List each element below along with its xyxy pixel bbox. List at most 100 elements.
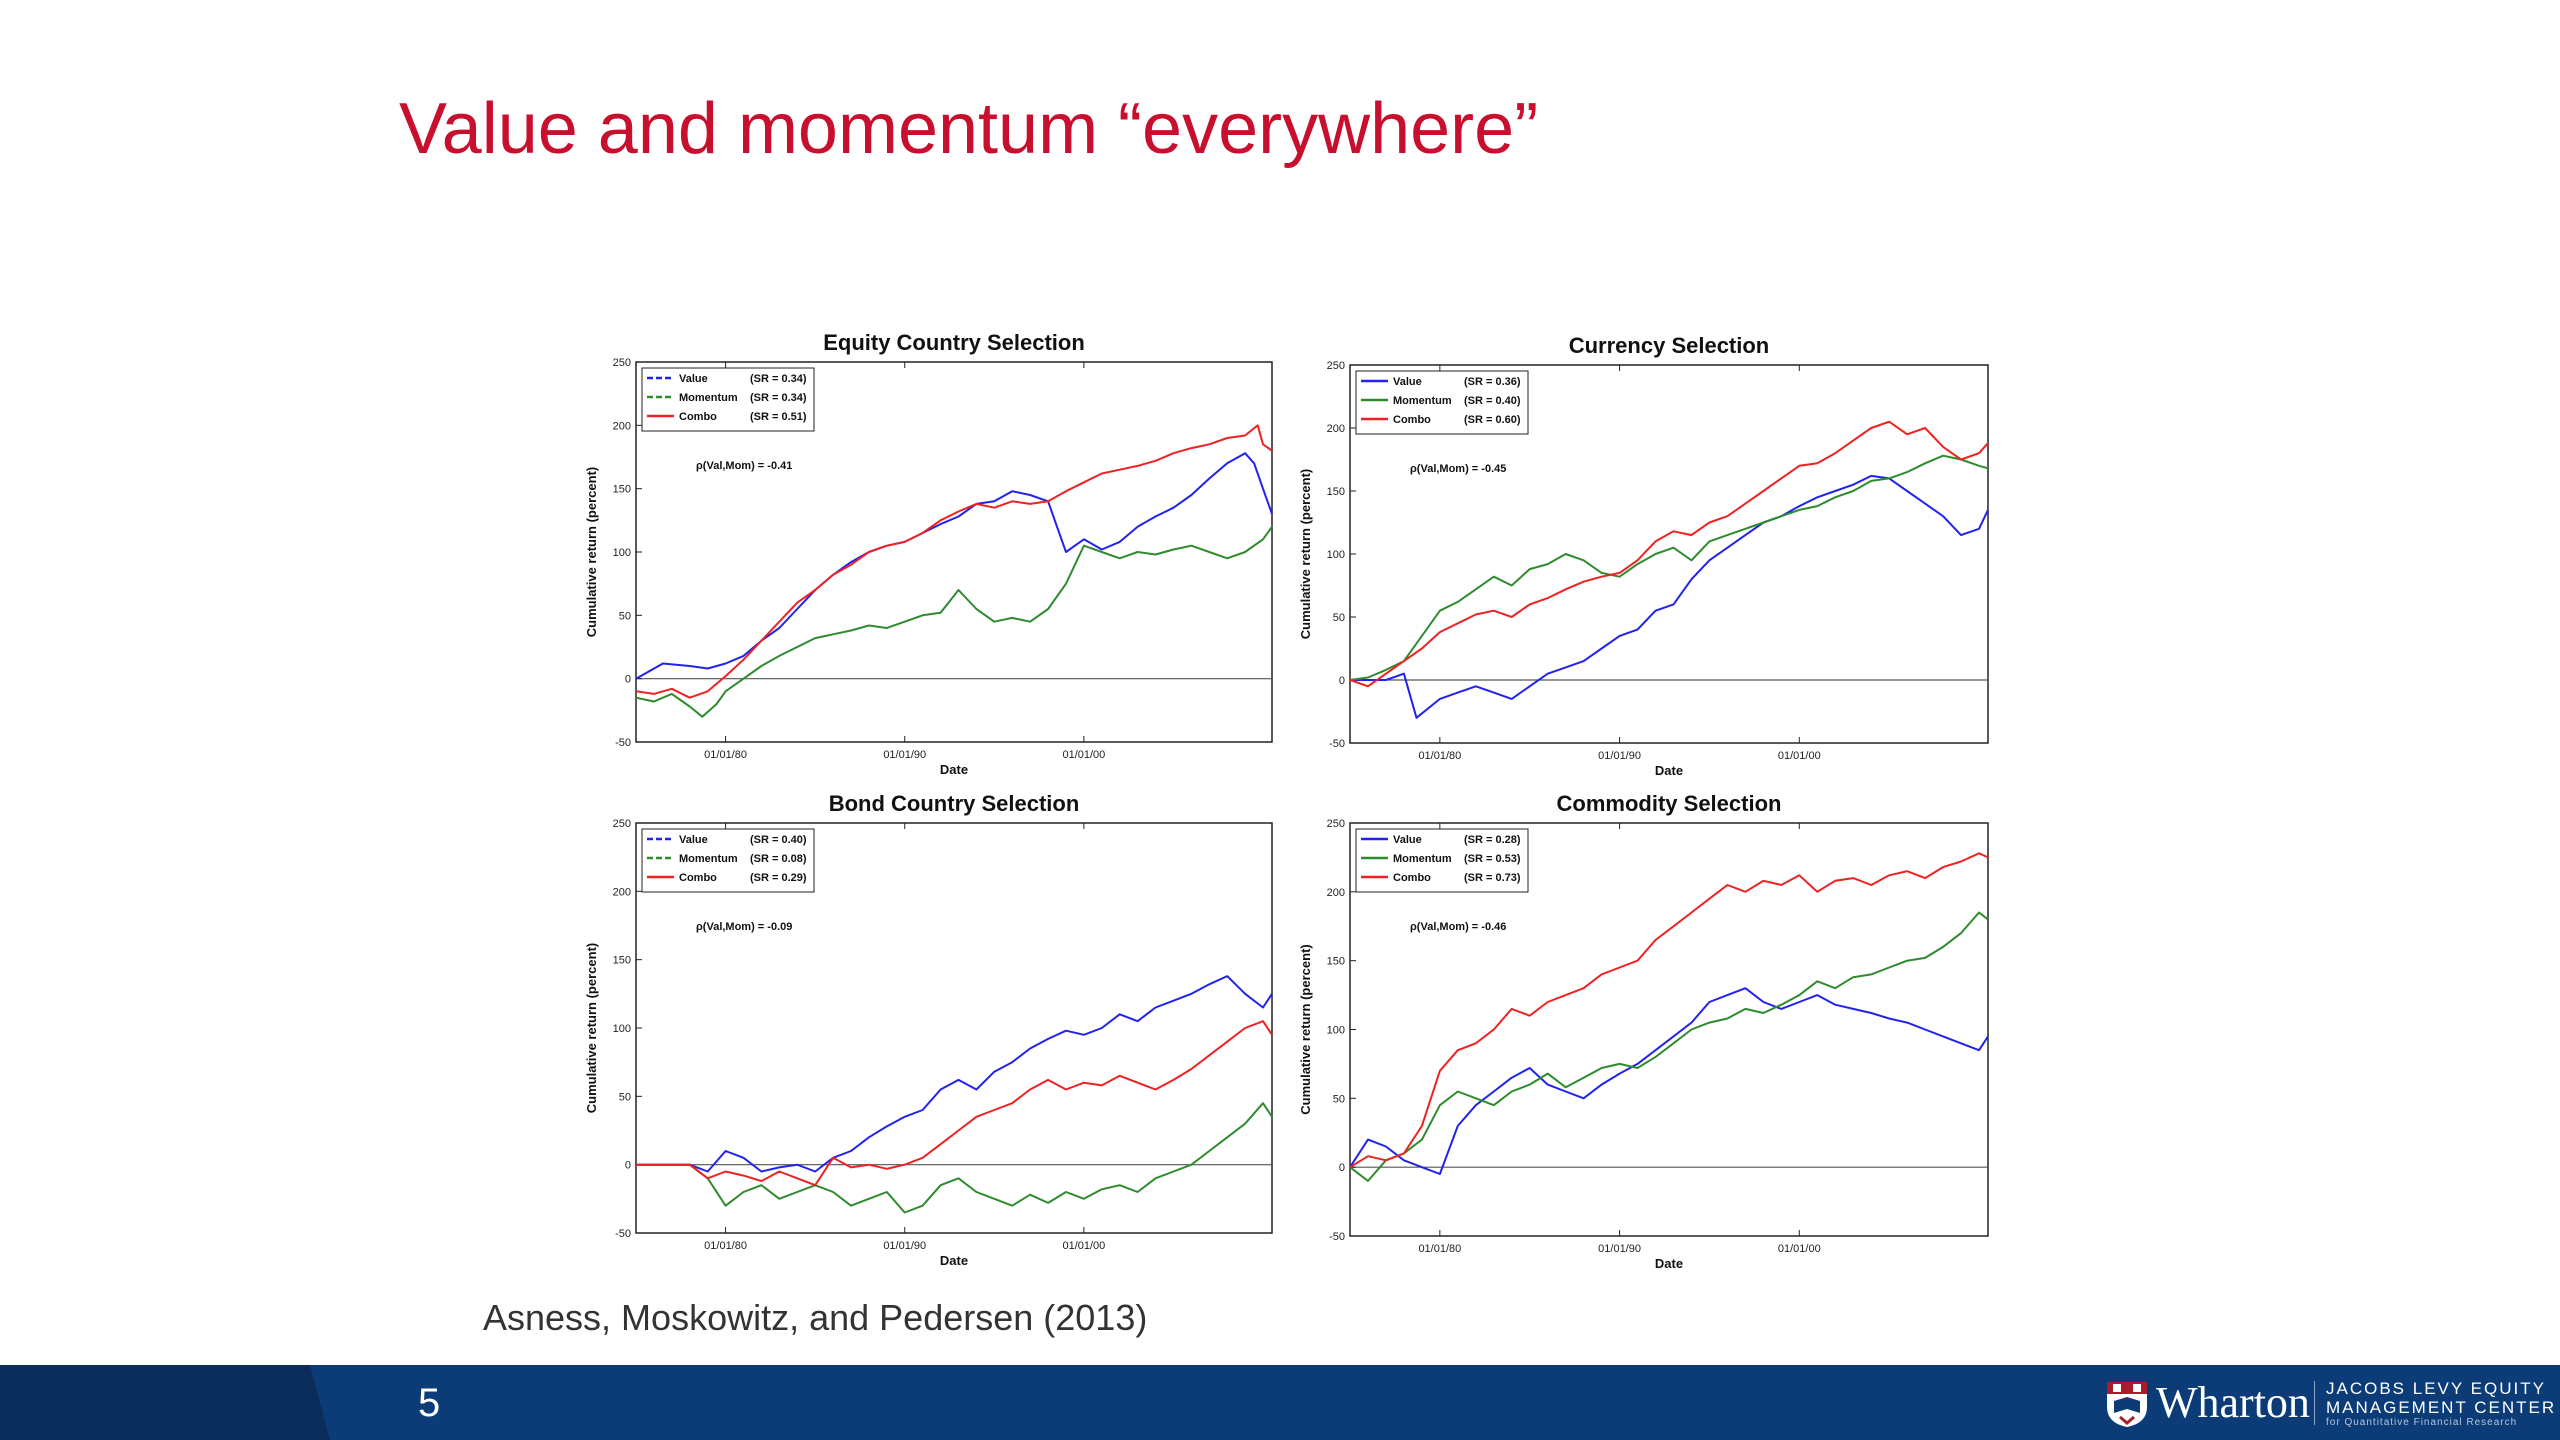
logo-divider [2314, 1381, 2315, 1425]
x-tick-label: 01/01/90 [1598, 1243, 1641, 1255]
legend-label-value: Value [679, 834, 708, 846]
y-tick-label: 50 [619, 610, 631, 622]
logo-line-1: JACOBS LEVY EQUITY [2326, 1379, 2546, 1398]
x-tick-label: 01/01/90 [883, 749, 926, 761]
y-tick-label: 150 [1327, 486, 1345, 498]
legend-sr-momentum: (SR = 0.34) [750, 392, 807, 404]
citation: Asness, Moskowitz, and Pedersen (2013) [483, 1297, 1148, 1338]
legend-sr-combo: (SR = 0.60) [1464, 414, 1521, 426]
chart-panel-1: Equity Country Selection -50 0 50 100 150 200 2… [584, 330, 1273, 777]
y-tick-label: -50 [615, 737, 631, 749]
legend-label-momentum: Momentum [679, 853, 738, 865]
y-tick-label: 0 [625, 1160, 631, 1172]
series-line-momentum [635, 526, 1273, 718]
page-number: 5 [418, 1381, 441, 1425]
legend-label-value: Value [679, 373, 708, 385]
legend-sr-momentum: (SR = 0.08) [750, 853, 807, 865]
series-line-momentum [1349, 911, 1989, 1182]
legend-label-combo: Combo [679, 872, 717, 884]
correlation-annotation: ρ(Val,Mom) = -0.46 [1410, 921, 1506, 933]
y-tick-label: -50 [1329, 1231, 1345, 1243]
chart-panel-2: Currency Selection -50 0 50 100 150 200 250 01/0… [1298, 333, 1989, 778]
y-tick-label: 50 [1333, 1093, 1345, 1105]
legend-sr-value: (SR = 0.40) [750, 834, 807, 846]
charts-figure: Equity Country Selection -50 0 50 100 150 200 2… [584, 330, 1989, 1271]
x-tick-label: 01/01/00 [1062, 1240, 1105, 1252]
legend: Value (SR = 0.36) Momentum (SR = 0.40) Combo… [1355, 370, 1529, 435]
y-tick-label: 50 [619, 1091, 631, 1103]
y-tick-label: 250 [1327, 818, 1345, 830]
legend-label-momentum: Momentum [1393, 395, 1452, 407]
logo-wordmark: Wharton [2156, 1378, 2310, 1427]
y-tick-label: 200 [613, 886, 631, 898]
y-tick-label: 150 [1327, 956, 1345, 968]
series-line-value [1350, 474, 1989, 719]
legend-sr-combo: (SR = 0.29) [750, 872, 807, 884]
slide-title: Value and momentum “everywhere” [399, 89, 1539, 169]
x-tick-label: 01/01/00 [1778, 1243, 1821, 1255]
x-tick-label: 01/01/80 [1418, 1243, 1461, 1255]
series-line-momentum [636, 1102, 1273, 1214]
correlation-annotation: ρ(Val,Mom) = -0.41 [696, 460, 792, 472]
shield-icon [2107, 1382, 2147, 1427]
y-tick-label: 100 [613, 547, 631, 559]
y-tick-label: 250 [613, 357, 631, 369]
legend-label-value: Value [1393, 376, 1422, 388]
y-axis-label: Cumulative return (percent) [584, 943, 599, 1113]
legend-sr-combo: (SR = 0.51) [750, 411, 807, 423]
y-axis-label: Cumulative return (percent) [1298, 469, 1313, 639]
chart-title: Currency Selection [1569, 333, 1770, 358]
series-line-combo [1349, 420, 1989, 688]
y-tick-label: 250 [613, 818, 631, 830]
y-tick-label: 100 [613, 1023, 631, 1035]
chart-panel-4: Commodity Selection -50 0 50 100 150 200 250 01/… [1298, 791, 1989, 1271]
x-tick-label: 01/01/80 [704, 1240, 747, 1252]
y-tick-label: 0 [625, 674, 631, 686]
legend-sr-value: (SR = 0.34) [750, 373, 807, 385]
logo-line-2: MANAGEMENT CENTER [2326, 1398, 2557, 1417]
legend-label-combo: Combo [1393, 872, 1431, 884]
x-axis-label: Date [940, 1253, 968, 1268]
chart-title: Commodity Selection [1557, 791, 1782, 816]
x-tick-label: 01/01/90 [1598, 750, 1641, 762]
legend-label-combo: Combo [679, 411, 717, 423]
legend: Value (SR = 0.28) Momentum (SR = 0.53) Combo… [1355, 828, 1529, 893]
legend-label-value: Value [1393, 834, 1422, 846]
legend-sr-momentum: (SR = 0.53) [1464, 853, 1521, 865]
series-line-value [1349, 987, 1989, 1175]
y-tick-label: 100 [1327, 549, 1345, 561]
series-line-value [636, 975, 1273, 1173]
y-tick-label: 150 [613, 955, 631, 967]
legend-sr-momentum: (SR = 0.40) [1464, 395, 1521, 407]
x-axis-label: Date [1655, 763, 1683, 778]
y-tick-label: 150 [613, 484, 631, 496]
series-line-combo [636, 1020, 1273, 1187]
wharton-logo: Wharton JACOBS LEVY EQUITY MANAGEMENT CE… [2104, 1375, 2554, 1431]
y-tick-label: -50 [615, 1228, 631, 1240]
chart-title: Bond Country Selection [829, 791, 1080, 816]
correlation-annotation: ρ(Val,Mom) = -0.09 [696, 921, 792, 933]
legend-sr-value: (SR = 0.36) [1464, 376, 1521, 388]
y-tick-label: 0 [1339, 675, 1345, 687]
x-tick-label: 01/01/80 [1418, 750, 1461, 762]
chart-panel-3: Bond Country Selection -50 0 50 100 150 200 250… [584, 791, 1273, 1268]
x-tick-label: 01/01/00 [1062, 749, 1105, 761]
legend-sr-combo: (SR = 0.73) [1464, 872, 1521, 884]
chart-title: Equity Country Selection [823, 330, 1085, 355]
series-line-momentum [1349, 454, 1989, 681]
series-line-combo [635, 424, 1273, 699]
footer-bar: 5 Wharton JACOBS LEVY EQUITY MANAGEMENT … [0, 1365, 2560, 1440]
footer-left-panel [0, 1365, 330, 1440]
y-axis-label: Cumulative return (percent) [1298, 944, 1313, 1114]
legend-label-momentum: Momentum [679, 392, 738, 404]
legend: Value (SR = 0.40) Momentum (SR = 0.08) Combo… [641, 828, 815, 893]
x-axis-label: Date [940, 762, 968, 777]
y-tick-label: -50 [1329, 738, 1345, 750]
legend-label-combo: Combo [1393, 414, 1431, 426]
x-axis-label: Date [1655, 1256, 1683, 1271]
y-tick-label: 200 [1327, 887, 1345, 899]
y-tick-label: 50 [1333, 612, 1345, 624]
logo-line-3: for Quantitative Financial Research [2326, 1417, 2518, 1428]
series-line-combo [1349, 852, 1989, 1169]
y-axis-label: Cumulative return (percent) [584, 467, 599, 637]
